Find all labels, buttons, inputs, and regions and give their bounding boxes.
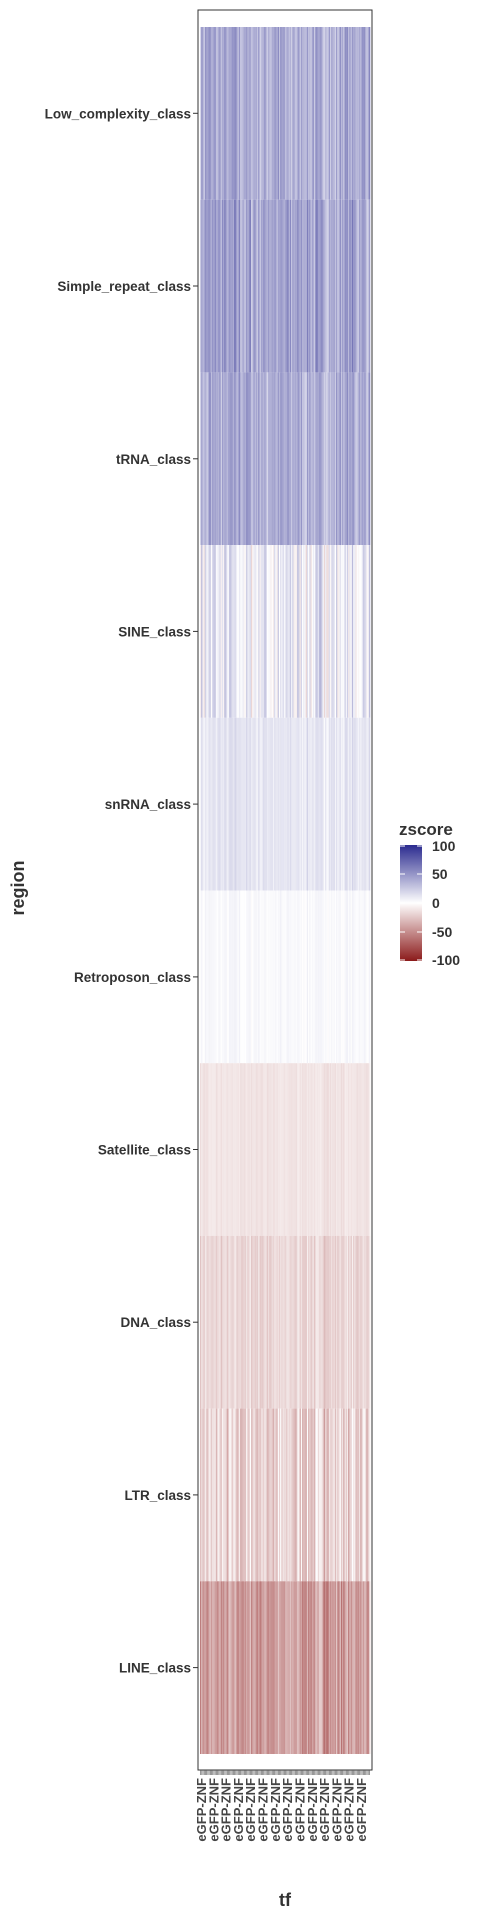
x-axis-title: tf: [279, 1890, 292, 1910]
legend-tick-label: -100: [432, 952, 460, 968]
heatmap-cell: [369, 545, 371, 718]
heatmap-cell: [369, 200, 371, 373]
x-axis-labels: eGFP-ZNFeGFP-ZNFeGFP-ZNFeGFP-ZNFeGFP-ZNF…: [194, 1778, 369, 1842]
y-tick-label: SINE_class: [118, 624, 191, 639]
heatmap-cell: [369, 891, 371, 1064]
y-tick-label: snRNA_class: [105, 797, 191, 812]
x-tick-label: eGFP-ZNF: [354, 1778, 369, 1842]
heatmap-cell: [369, 1409, 371, 1582]
legend: zscore 100 50 0 -50 -100: [399, 820, 460, 968]
x-axis-ticks: [201, 1770, 370, 1775]
heatmap-cell: [369, 372, 371, 545]
y-tick-label: Simple_repeat_class: [57, 279, 191, 294]
heatmap-cell: [369, 1581, 371, 1754]
y-tick-label: Retroposon_class: [74, 970, 191, 985]
legend-tick-label: 50: [432, 866, 448, 882]
y-tick-label: LTR_class: [124, 1488, 191, 1503]
heatmap-cell: [369, 27, 371, 200]
y-tick-label: Satellite_class: [98, 1143, 191, 1158]
legend-tick-label: -50: [432, 924, 452, 940]
y-tick-label: tRNA_class: [116, 452, 191, 467]
y-axis-labels: Low_complexity_class Simple_repeat_classt…: [45, 106, 198, 1675]
legend-tick-label: 100: [432, 838, 456, 854]
y-tick-label: Low_complexity_class: [45, 106, 191, 121]
heatmap-cell: [369, 1236, 371, 1409]
legend-tick-label: 0: [432, 895, 440, 911]
y-tick-label: LINE_class: [119, 1661, 191, 1676]
heatmap-cell: [369, 718, 371, 891]
heatmap-cell: [369, 1063, 371, 1236]
legend-title: zscore: [399, 820, 453, 839]
heatmap-cells: [200, 27, 370, 1754]
y-axis-title: region: [8, 860, 28, 915]
y-tick-label: DNA_class: [120, 1315, 191, 1330]
